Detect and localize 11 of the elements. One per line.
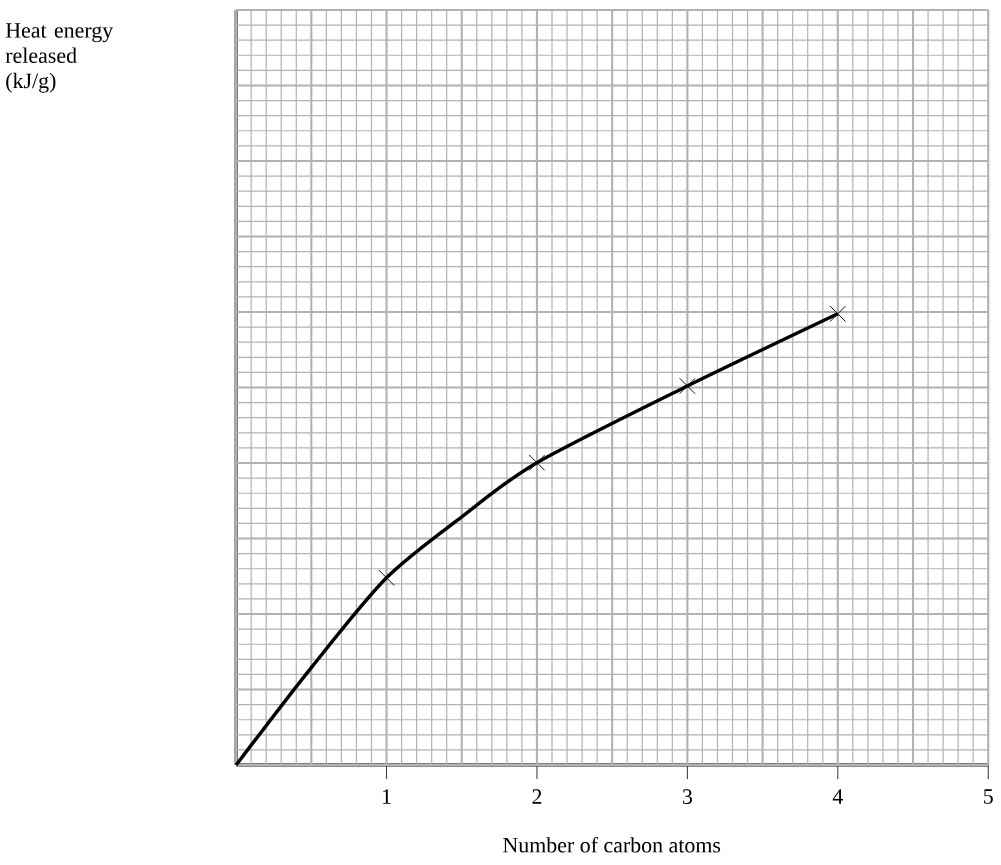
x-tick-label: 1 [382, 789, 391, 804]
x-axis-title: Number of carbon atoms [503, 837, 721, 853]
x-tick-label: 3 [682, 789, 692, 805]
x-tick-label: 4 [832, 789, 843, 804]
point [829, 305, 847, 323]
point [378, 569, 395, 587]
x-tick-label: 2 [532, 789, 542, 804]
text: Heat energy released (kJ/g) [5, 23, 114, 93]
x-tick-label: 5 [984, 789, 993, 804]
point [679, 377, 696, 395]
point [528, 454, 546, 472]
